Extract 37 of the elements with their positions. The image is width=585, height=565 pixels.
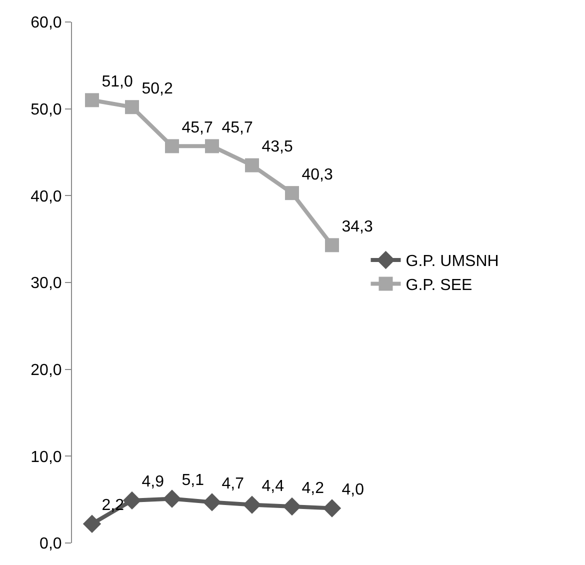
point (282, 497, 302, 516)
y-tick-label: 10,0 (30, 448, 62, 466)
point (245, 158, 259, 172)
point (242, 496, 262, 514)
point (162, 490, 182, 508)
point (85, 93, 99, 108)
y-tick-label: 50,0 (30, 101, 62, 118)
data-label: 4,0 (342, 482, 364, 499)
y-tick-label: 30,0 (30, 275, 62, 292)
data-label: 51,0 (102, 73, 133, 90)
y-tick-label: 20,0 (30, 362, 62, 379)
data-label: 50,2 (142, 80, 173, 98)
y-tick-label: 60,0 (30, 14, 62, 32)
data-label: 4,9 (142, 474, 164, 491)
point (325, 238, 339, 252)
data-label: 2,2 (102, 497, 124, 514)
point (202, 493, 222, 512)
data-label: 5,1 (182, 472, 204, 489)
data-label: 4,4 (262, 478, 284, 496)
point (122, 491, 142, 510)
data-label: 45,7 (182, 119, 213, 136)
data-label: 34,3 (342, 218, 373, 236)
point (82, 514, 102, 533)
y-tick-label: 0,0 (40, 536, 62, 553)
point (165, 139, 179, 154)
data-label: 4,7 (222, 475, 244, 492)
point (125, 100, 139, 114)
legend-label: G.P. SEE (406, 277, 472, 294)
data-label: 43,5 (262, 138, 293, 156)
legend-label: G.P. UMSNH (406, 253, 499, 270)
data-label: 45,7 (222, 119, 253, 136)
point (322, 499, 342, 518)
point (205, 139, 219, 154)
data-label: 4,2 (302, 480, 324, 497)
data-label: 40,3 (302, 166, 333, 184)
y-tick-label: 40,0 (30, 188, 62, 206)
point (285, 186, 299, 200)
